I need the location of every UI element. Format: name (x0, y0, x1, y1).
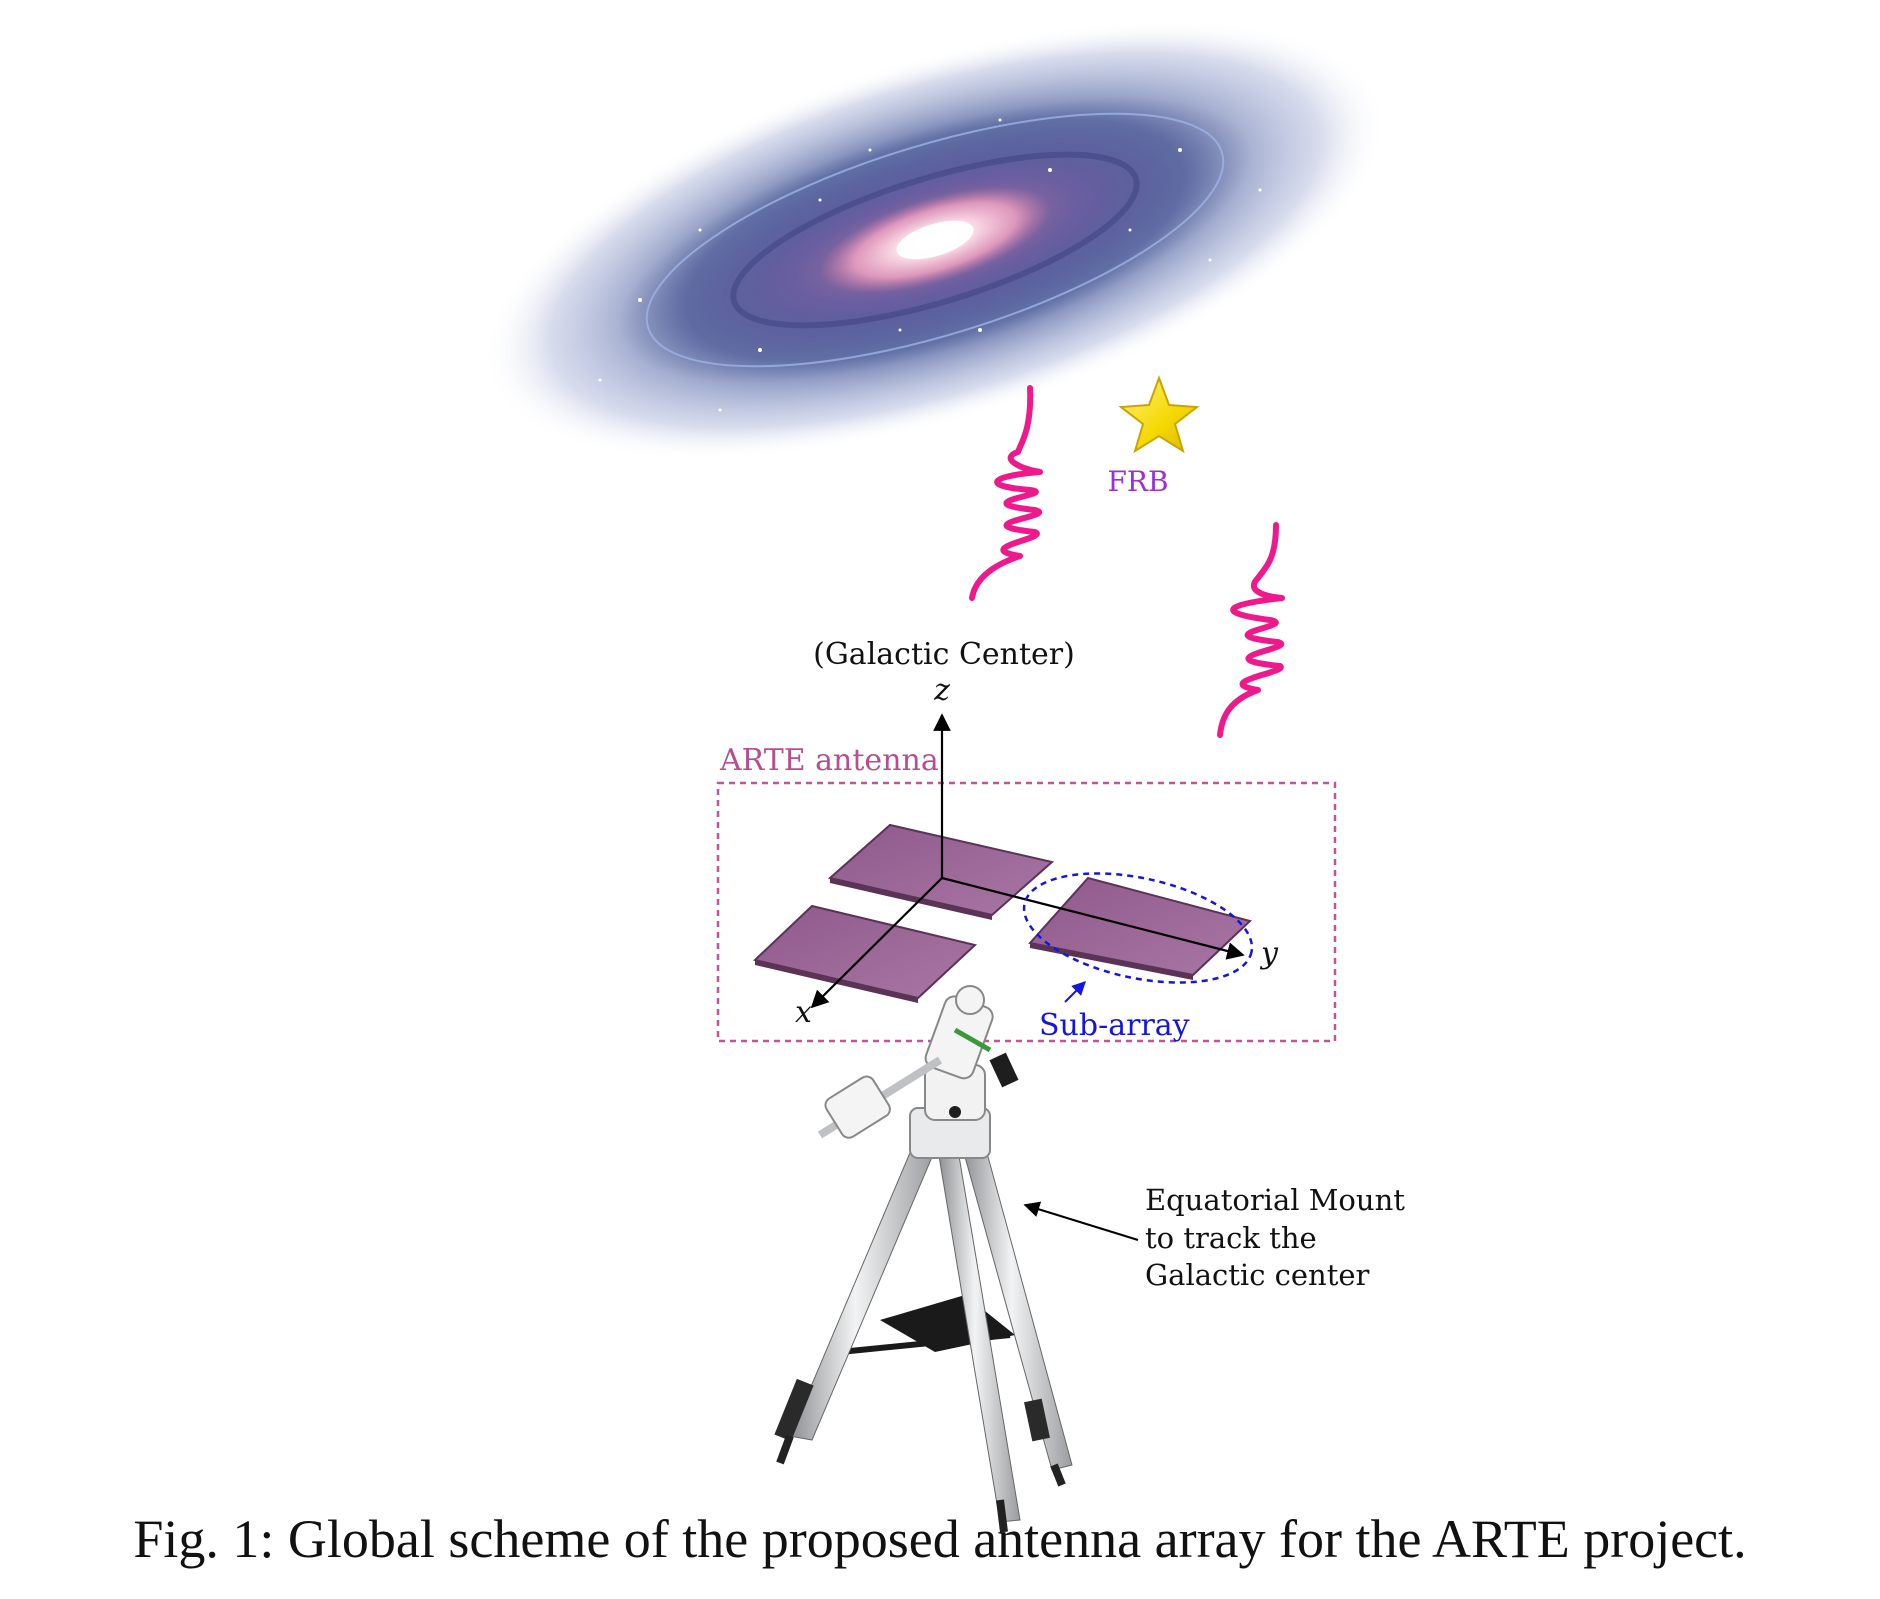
mount-pointer-arrow (1023, 1201, 1139, 1241)
arte-antenna-label: ARTE antenna (719, 743, 939, 778)
arte-antenna-box (716, 781, 1337, 1043)
axis-y-label: y (1259, 936, 1279, 971)
mount-label-line3: Galactic center (1145, 1258, 1370, 1292)
axis-x-label: x (795, 995, 812, 1030)
axis-z-label: z (933, 673, 950, 708)
frb-label: FRB (1107, 465, 1168, 498)
figure-caption: Fig. 1: Global scheme of the proposed an… (133, 1509, 1747, 1569)
equatorial-mount-image (774, 985, 1073, 1533)
galactic-center-label: (Galactic Center) (813, 637, 1075, 672)
radio-wave-left (969, 385, 1043, 601)
mount-label-line2: to track the (1145, 1221, 1317, 1255)
galaxy-image (482, 19, 1388, 461)
sub-array-label: Sub-array (1039, 1008, 1190, 1043)
sub-array-arrow (1064, 981, 1086, 1003)
radio-wave-right (1217, 522, 1285, 738)
frb-star-icon (1118, 375, 1200, 454)
axis-x (810, 877, 943, 1009)
sub-array-ellipse (1022, 872, 1254, 984)
axis-y (941, 876, 1245, 960)
antenna-panel-right (1028, 876, 1252, 980)
mount-label-line1: Equatorial Mount (1145, 1183, 1405, 1217)
galaxy-stars (598, 118, 1262, 412)
